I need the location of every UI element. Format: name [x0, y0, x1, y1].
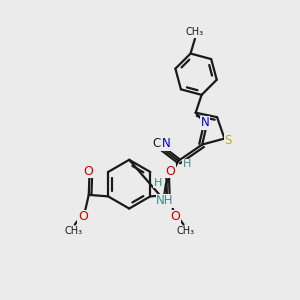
- Text: CH₃: CH₃: [186, 27, 204, 37]
- Text: C: C: [153, 137, 161, 150]
- Text: NH: NH: [156, 194, 174, 208]
- Text: N: N: [162, 137, 171, 150]
- Text: N: N: [201, 116, 209, 129]
- Text: S: S: [224, 134, 232, 147]
- Text: O: O: [171, 210, 181, 224]
- Text: O: O: [166, 165, 176, 178]
- Text: CH₃: CH₃: [176, 226, 194, 236]
- Text: O: O: [78, 210, 88, 224]
- Text: O: O: [83, 165, 93, 178]
- Text: CH₃: CH₃: [64, 226, 83, 236]
- Text: H: H: [183, 159, 191, 170]
- Text: H: H: [153, 178, 162, 188]
